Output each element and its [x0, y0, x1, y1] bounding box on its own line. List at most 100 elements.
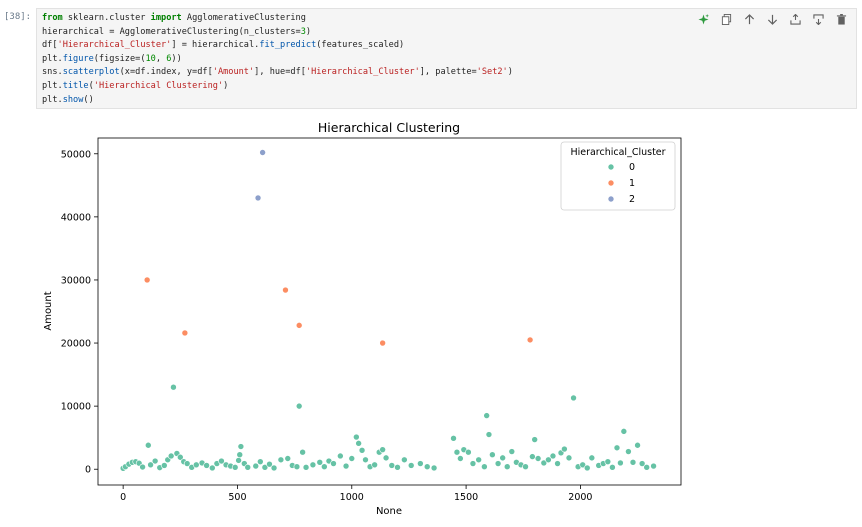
code-line-2: hierarchical = AgglomerativeClustering(n… [42, 26, 312, 37]
cluster-0-point [193, 461, 200, 469]
code-line-1: from sklearn.cluster import Agglomerativ… [42, 13, 306, 23]
cluster-0-point [379, 446, 386, 453]
cluster-0-point [371, 461, 378, 469]
cluster-0-point [503, 463, 511, 471]
cluster-0-point [604, 458, 612, 465]
cluster-0-point [430, 464, 438, 472]
x-tick-label: 2000 [568, 492, 592, 503]
cluster-0-point [423, 463, 431, 471]
cluster-0-point [270, 464, 278, 472]
cluster-0-point [284, 455, 292, 462]
legend-marker-1 [607, 179, 615, 187]
cluster-0-point [465, 448, 472, 456]
cluster-0-point [277, 456, 285, 464]
cluster-0-point [161, 462, 168, 469]
y-axis-label: Amount [43, 291, 54, 330]
delete-cell-button[interactable] [831, 11, 852, 28]
cluster-0-point [522, 463, 529, 471]
x-axis-label: None [376, 506, 402, 517]
cluster-0-point [293, 463, 301, 471]
cluster-0-point [382, 454, 390, 462]
code-line-4: plt.figure(figsize=(10, 6)) [42, 53, 182, 64]
cluster-0-point [638, 460, 646, 467]
cluster-0-point [355, 440, 362, 447]
cluster-2-point [259, 149, 266, 156]
code-editor[interactable]: from sklearn.cluster import Agglomerativ… [42, 12, 513, 107]
duplicate-icon [721, 14, 732, 25]
legend-label-1: 1 [629, 178, 635, 189]
cluster-2-point [254, 194, 262, 202]
cluster-0-point [457, 455, 464, 462]
cluster-0-point [529, 453, 536, 460]
legend-label-2: 2 [629, 194, 635, 205]
cluster-0-point [401, 456, 408, 464]
cluster-0-point [237, 443, 245, 450]
cluster-0-point [183, 460, 191, 467]
x-tick-label: 1500 [454, 492, 478, 503]
insert-above-button[interactable] [785, 11, 806, 28]
cluster-0-point [231, 464, 239, 471]
chart-title: Hierarchical Clustering [318, 120, 460, 135]
cluster-0-point [450, 435, 457, 442]
cluster-0-point [139, 463, 146, 471]
x-tick-label: 1000 [340, 492, 364, 503]
cluster-0-point [629, 458, 637, 466]
insert-below-icon [813, 14, 824, 25]
cluster-0-point [554, 460, 561, 467]
cluster-0-point [634, 441, 641, 449]
cluster-0-point [167, 452, 175, 460]
cluster-0-point [549, 452, 557, 460]
y-axis: 0 10000 20000 30000 40000 50000 [61, 149, 98, 476]
cluster-0-point [534, 455, 542, 462]
cluster-0-point [485, 431, 493, 438]
legend-box [560, 141, 676, 211]
cluster-1-point [143, 276, 151, 284]
cluster-0-point [252, 462, 260, 470]
cluster-0-point [609, 464, 616, 471]
cluster-0-point [147, 461, 154, 469]
cluster-0-point [266, 460, 273, 468]
code-cell[interactable]: from sklearn.cluster import Agglomerativ… [36, 8, 857, 109]
cluster-0-point [218, 457, 225, 465]
cluster-0-point [508, 448, 516, 455]
y-tick-label: 0 [85, 465, 91, 476]
cluster-0-point [177, 453, 184, 461]
y-tick-label: 50000 [61, 149, 91, 160]
ai-assist-button[interactable] [693, 11, 714, 28]
legend: Hierarchical_Cluster 0 1 2 [560, 141, 676, 211]
cluster-0-point [257, 458, 264, 465]
y-tick-label: 40000 [61, 212, 91, 223]
duplicate-cell-button[interactable] [716, 11, 737, 28]
delete-icon [836, 14, 847, 25]
cluster-0-point [453, 448, 461, 456]
code-line-5: sns.scatterplot(x=df.index, y=df['Amount… [42, 67, 513, 78]
cluster-0-point [209, 464, 216, 472]
cluster-0-point [302, 464, 310, 471]
cluster-0-point [561, 445, 568, 453]
cluster-0-point [144, 441, 152, 449]
cluster-0-point [650, 462, 657, 470]
move-down-button[interactable] [762, 11, 783, 28]
cluster-0-point [348, 455, 356, 462]
cluster-0-point [236, 451, 244, 459]
cluster-0-point [620, 428, 628, 435]
cluster-0-point [362, 456, 369, 464]
cluster-0-point [588, 454, 596, 462]
cluster-0-point [321, 463, 328, 471]
cluster-0-point [330, 460, 337, 467]
insert-below-button[interactable] [808, 11, 829, 28]
cluster-0-point [579, 461, 586, 469]
sparkle-icon [698, 14, 709, 25]
cluster-0-point [617, 459, 624, 467]
cluster-0-point [358, 446, 366, 454]
x-tick-label: 0 [120, 492, 126, 503]
y-tick-label: 10000 [61, 402, 91, 413]
code-line-6: plt.title('Hierarchical Clustering') [42, 80, 229, 91]
cluster-1-point [282, 286, 289, 294]
cluster-0-point [299, 448, 306, 456]
move-up-button[interactable] [739, 11, 760, 28]
y-tick-label: 30000 [61, 275, 91, 286]
y-tick-label: 20000 [61, 339, 91, 350]
cluster-0-point [316, 458, 324, 466]
code-line-7: plt.show() [42, 94, 94, 105]
